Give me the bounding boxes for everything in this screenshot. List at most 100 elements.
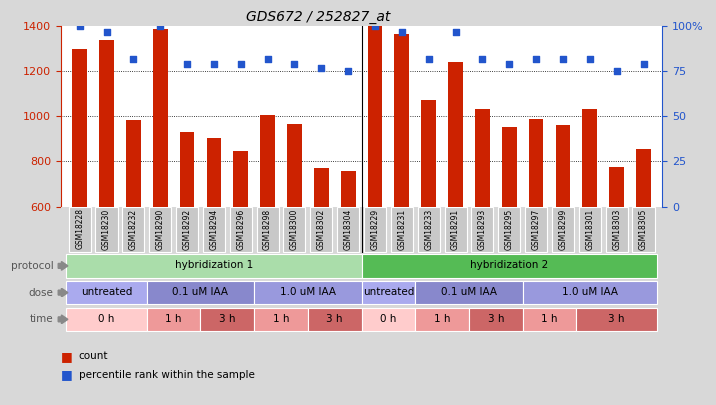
FancyBboxPatch shape <box>230 207 252 252</box>
Bar <box>341 171 356 207</box>
Text: GSM18298: GSM18298 <box>263 209 272 249</box>
Point <box>235 61 246 67</box>
Text: GSM18303: GSM18303 <box>612 209 621 250</box>
FancyBboxPatch shape <box>498 207 521 252</box>
Bar <box>67 281 147 304</box>
Text: 1 h: 1 h <box>165 314 182 324</box>
FancyBboxPatch shape <box>364 207 386 252</box>
Bar <box>556 126 571 207</box>
Bar <box>254 281 362 304</box>
Text: GSM18232: GSM18232 <box>129 209 138 249</box>
Text: 0.1 uM IAA: 0.1 uM IAA <box>173 287 228 297</box>
Bar <box>528 119 543 207</box>
FancyBboxPatch shape <box>525 207 547 252</box>
FancyBboxPatch shape <box>256 207 279 252</box>
Text: 0.1 uM IAA: 0.1 uM IAA <box>441 287 497 297</box>
Point <box>477 55 488 62</box>
Point <box>181 61 193 67</box>
Bar <box>308 308 362 331</box>
FancyBboxPatch shape <box>417 207 440 252</box>
FancyBboxPatch shape <box>471 207 493 252</box>
Text: ■: ■ <box>61 368 77 381</box>
Text: GSM18301: GSM18301 <box>585 209 594 249</box>
Point <box>155 23 166 30</box>
Point <box>531 55 542 62</box>
Text: GSM18305: GSM18305 <box>639 209 648 250</box>
FancyBboxPatch shape <box>391 207 413 252</box>
FancyBboxPatch shape <box>203 207 225 252</box>
Point <box>74 23 85 30</box>
FancyBboxPatch shape <box>284 207 306 252</box>
Bar <box>254 308 308 331</box>
FancyArrow shape <box>58 315 68 324</box>
Text: hybridization 1: hybridization 1 <box>175 260 253 271</box>
Bar <box>147 281 254 304</box>
Text: GSM18230: GSM18230 <box>102 209 111 249</box>
FancyBboxPatch shape <box>337 207 359 252</box>
Bar <box>72 49 87 207</box>
Text: GSM18295: GSM18295 <box>505 209 514 249</box>
Text: 3 h: 3 h <box>219 314 236 324</box>
Bar <box>233 151 248 207</box>
FancyBboxPatch shape <box>176 207 198 252</box>
FancyBboxPatch shape <box>445 207 467 252</box>
Bar <box>582 109 597 207</box>
Bar <box>609 167 624 207</box>
Point <box>342 68 354 75</box>
FancyBboxPatch shape <box>149 207 171 252</box>
Point <box>423 55 435 62</box>
Bar <box>576 308 657 331</box>
Point <box>557 55 569 62</box>
Bar <box>523 308 576 331</box>
Point <box>101 28 112 35</box>
FancyBboxPatch shape <box>579 207 601 252</box>
FancyArrow shape <box>58 288 68 297</box>
Bar <box>153 29 168 207</box>
Point <box>450 28 461 35</box>
Text: time: time <box>30 314 54 324</box>
Point <box>316 64 327 71</box>
FancyBboxPatch shape <box>310 207 332 252</box>
FancyBboxPatch shape <box>632 207 654 252</box>
Bar <box>415 308 469 331</box>
Bar <box>367 26 382 207</box>
Bar <box>260 115 275 207</box>
Bar <box>67 254 362 277</box>
Bar <box>362 281 415 304</box>
Text: GDS672 / 252827_at: GDS672 / 252827_at <box>246 10 391 24</box>
FancyBboxPatch shape <box>95 207 117 252</box>
Bar <box>99 40 114 207</box>
Point <box>396 28 407 35</box>
Text: untreated: untreated <box>81 287 132 297</box>
Text: 1 h: 1 h <box>273 314 289 324</box>
Text: 1.0 uM IAA: 1.0 uM IAA <box>562 287 618 297</box>
Text: ■: ■ <box>61 350 77 363</box>
Bar <box>362 254 657 277</box>
Text: GSM18299: GSM18299 <box>558 209 568 249</box>
Text: GSM18228: GSM18228 <box>75 209 84 249</box>
Text: GSM18297: GSM18297 <box>531 209 541 249</box>
Text: 3 h: 3 h <box>609 314 625 324</box>
Point <box>127 55 139 62</box>
Text: protocol: protocol <box>11 261 54 271</box>
Text: GSM18229: GSM18229 <box>370 209 379 249</box>
Point <box>369 23 381 30</box>
Text: 3 h: 3 h <box>488 314 504 324</box>
Bar <box>206 138 221 207</box>
Bar <box>636 149 651 207</box>
Bar <box>523 281 657 304</box>
FancyBboxPatch shape <box>122 207 145 252</box>
Text: GSM18231: GSM18231 <box>397 209 407 249</box>
Text: GSM18302: GSM18302 <box>316 209 326 249</box>
Text: 3 h: 3 h <box>326 314 343 324</box>
Bar <box>126 120 141 207</box>
Text: 0 h: 0 h <box>98 314 115 324</box>
Point <box>584 55 596 62</box>
Bar <box>200 308 254 331</box>
Bar <box>415 281 523 304</box>
FancyBboxPatch shape <box>552 207 574 252</box>
FancyArrow shape <box>58 262 68 270</box>
Bar <box>421 100 436 207</box>
Text: GSM18296: GSM18296 <box>236 209 246 249</box>
Text: 0 h: 0 h <box>380 314 397 324</box>
